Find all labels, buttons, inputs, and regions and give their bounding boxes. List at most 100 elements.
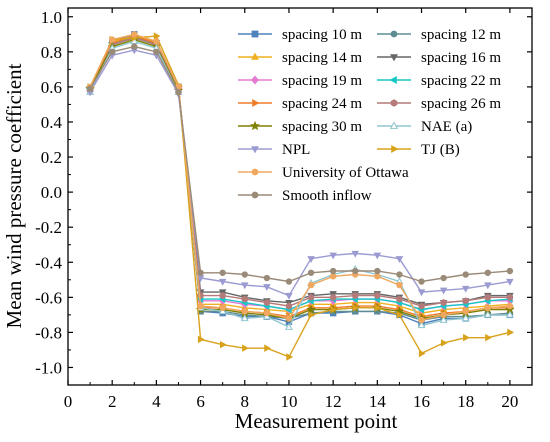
axes-layer: 0 2 4 6 8 10 12 14 16 18 20 -1.0 -0.8 -0.6 -0.4 -0.2 0.0… (35, 8, 533, 411)
data-point-marker (417, 289, 426, 297)
data-point-marker (418, 302, 425, 310)
y-tick-label: 0.8 (41, 43, 62, 62)
data-point-marker (219, 269, 226, 276)
data-point-marker (240, 313, 249, 322)
legend-label: spacing 10 m (282, 27, 362, 43)
data-point-marker (219, 304, 226, 312)
data-point-marker (462, 297, 469, 305)
legend-item: NPL (238, 142, 310, 158)
data-point-marker (374, 304, 382, 312)
y-tick-label: -0.8 (35, 323, 62, 342)
y-tick-label: 0.4 (41, 113, 63, 132)
data-point-marker (390, 30, 398, 38)
data-point-marker (285, 292, 293, 300)
data-point-marker (462, 271, 469, 278)
data-point-marker (285, 315, 293, 322)
data-point-marker (251, 146, 259, 154)
legend-item: TJ (B) (377, 142, 460, 158)
legend-item: spacing 26 m (377, 96, 501, 112)
data-point-marker (483, 310, 492, 318)
data-point-marker (390, 99, 398, 107)
data-point-marker (439, 287, 448, 295)
data-point-marker (374, 292, 381, 300)
series-line (89, 45, 510, 283)
data-point-marker (462, 308, 469, 315)
x-tick-label: 12 (325, 392, 342, 411)
data-point-marker (197, 269, 204, 276)
legend-item: spacing 19 m (238, 73, 362, 89)
legend-label: spacing 26 m (421, 96, 501, 112)
x-axis-title: Measurement point (235, 409, 398, 433)
data-point-marker (241, 282, 249, 290)
data-point-marker (352, 267, 359, 275)
legend-label: spacing 14 m (282, 50, 362, 66)
data-point-marker (396, 271, 403, 278)
data-point-marker (506, 293, 513, 301)
legend-label: spacing 30 m (282, 119, 362, 135)
data-point-marker (153, 48, 160, 56)
data-point-marker (153, 38, 160, 45)
data-point-marker (263, 299, 270, 307)
data-point-marker (389, 76, 397, 84)
data-point-marker (241, 295, 248, 303)
data-point-marker (263, 274, 271, 282)
x-tick-label: 16 (413, 392, 430, 411)
data-point-marker (439, 315, 448, 323)
data-point-marker (153, 32, 161, 40)
legend-item: NAE (a) (377, 119, 472, 135)
legend-item: spacing 12 m (377, 27, 501, 43)
plot-frame (67, 7, 533, 386)
data-point-marker (330, 305, 338, 314)
y-tick-label: 0.2 (41, 148, 62, 167)
series-line (89, 40, 510, 329)
legend-label: NPL (282, 142, 310, 158)
x-tick-label: 0 (64, 392, 73, 411)
legend-item: University of Ottawa (238, 165, 409, 181)
data-point-marker (484, 269, 492, 276)
data-point-marker (306, 304, 316, 314)
legend-label: spacing 24 m (282, 96, 362, 112)
data-point-marker (251, 191, 259, 199)
data-point-marker (440, 299, 447, 307)
data-point-marker (396, 295, 403, 303)
legend-label: University of Ottawa (282, 165, 409, 181)
data-point-marker (352, 292, 359, 300)
y-tick-label: 1.0 (41, 8, 62, 27)
data-point-marker (352, 304, 360, 312)
data-point-marker (418, 278, 425, 285)
data-point-marker (461, 313, 470, 322)
x-tick-label: 6 (196, 392, 205, 411)
data-point-marker (329, 273, 337, 280)
legend-item: spacing 22 m (377, 73, 501, 89)
data-point-marker (264, 344, 272, 352)
data-point-marker (463, 333, 470, 342)
data-point-marker (389, 121, 399, 129)
data-point-marker (395, 256, 404, 263)
data-point-marker (418, 316, 425, 324)
data-point-marker (440, 339, 448, 347)
data-point-marker (249, 120, 261, 131)
legend-label: spacing 16 m (421, 50, 501, 66)
data-point-marker (220, 340, 227, 349)
data-point-marker (307, 281, 315, 289)
data-point-marker (373, 252, 382, 260)
data-point-marker (285, 302, 293, 310)
data-point-marker (251, 30, 259, 38)
data-point-marker (252, 99, 260, 107)
series-layer (85, 31, 515, 361)
legend-label: spacing 12 m (421, 27, 501, 43)
data-point-marker (418, 349, 426, 358)
data-point-marker (286, 353, 294, 361)
data-point-marker (506, 302, 514, 310)
y-tick-label: -0.4 (35, 253, 62, 272)
data-point-marker (506, 278, 514, 286)
data-point-marker (396, 311, 404, 319)
data-point-marker (374, 273, 381, 280)
legend-item: spacing 30 m (238, 119, 362, 135)
data-point-marker (485, 333, 492, 342)
data-point-marker (131, 43, 138, 50)
data-point-marker (242, 344, 249, 352)
y-tick-label: -0.2 (35, 218, 62, 237)
